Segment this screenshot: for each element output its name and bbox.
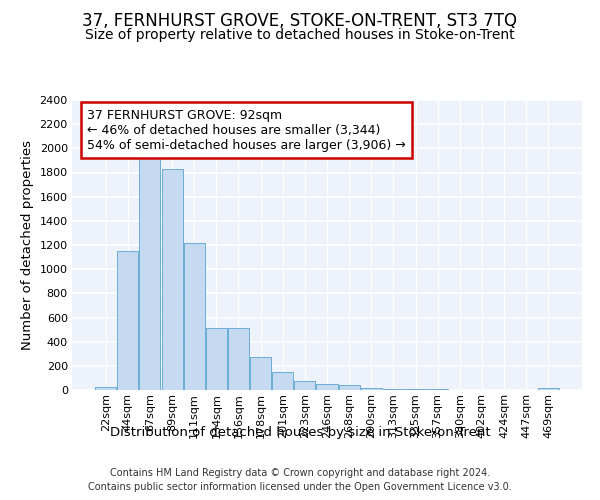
- Text: 37, FERNHURST GROVE, STOKE-ON-TRENT, ST3 7TQ: 37, FERNHURST GROVE, STOKE-ON-TRENT, ST3…: [83, 12, 517, 30]
- Bar: [118, 251, 139, 390]
- Bar: [316, 384, 338, 390]
- Text: Size of property relative to detached houses in Stoke-on-Trent: Size of property relative to detached ho…: [85, 28, 515, 42]
- Bar: [161, 169, 182, 390]
- Bar: [206, 328, 227, 390]
- Text: 37 FERNHURST GROVE: 92sqm
← 46% of detached houses are smaller (3,344)
54% of se: 37 FERNHURST GROVE: 92sqm ← 46% of detac…: [88, 108, 406, 152]
- Bar: [538, 388, 559, 390]
- Bar: [228, 328, 249, 390]
- Bar: [272, 372, 293, 390]
- Y-axis label: Number of detached properties: Number of detached properties: [21, 140, 34, 350]
- Text: Contains HM Land Registry data © Crown copyright and database right 2024.: Contains HM Land Registry data © Crown c…: [110, 468, 490, 477]
- Bar: [338, 386, 359, 390]
- Bar: [95, 387, 116, 390]
- Bar: [383, 388, 404, 390]
- Text: Contains public sector information licensed under the Open Government Licence v3: Contains public sector information licen…: [88, 482, 512, 492]
- Bar: [361, 388, 382, 390]
- Bar: [139, 154, 160, 390]
- Bar: [295, 381, 316, 390]
- Bar: [184, 242, 205, 390]
- Text: Distribution of detached houses by size in Stoke-on-Trent: Distribution of detached houses by size …: [110, 426, 490, 439]
- Bar: [405, 389, 426, 390]
- Bar: [250, 358, 271, 390]
